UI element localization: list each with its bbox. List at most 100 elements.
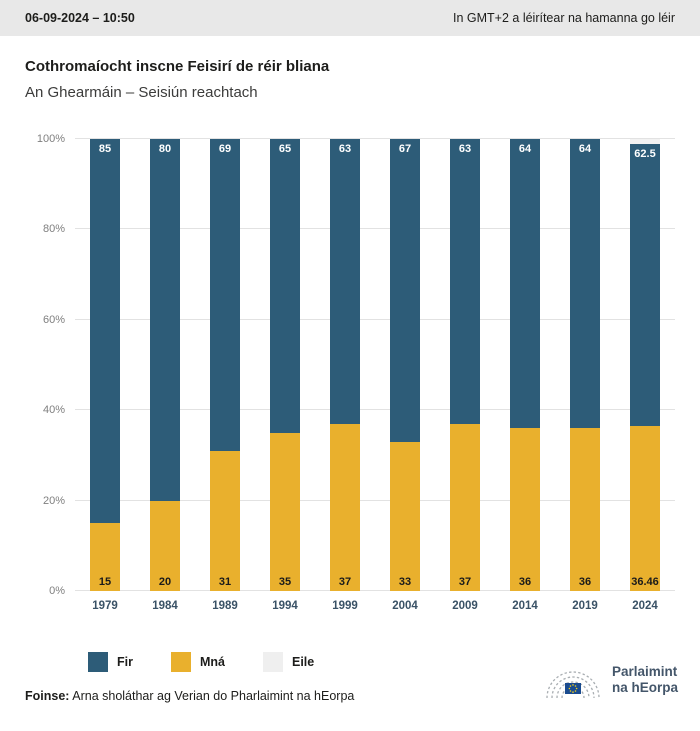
x-axis: 1979 1984 1989 1994 1999 2004 2009 2014 2019 2024 [25,600,675,612]
x-axis-label: 2019 [572,600,598,612]
bar-value-label: 62.5 [634,147,656,160]
source-label: Foinse: [25,689,70,703]
bar-column: 85 15 [75,139,135,591]
bar-value-label: 80 [158,143,172,156]
source-note: Foinse: Arna sholáthar ag Verian do Phar… [25,689,675,703]
x-axis-label: 2024 [632,600,658,612]
ep-logo-line1: Parlaimint [611,664,678,680]
x-axis-label: 2004 [392,600,418,612]
source-text: Arna sholáthar ag Verian do Pharlaimint … [69,689,355,703]
gridline [75,409,675,411]
bar-segment-mna: 36.46 [630,426,660,591]
bar-segment-mna: 37 [330,423,360,591]
bar-segment-mna: 20 [150,500,180,591]
ep-logo-text: Parlaimint na hEorpa [612,664,678,696]
bar-1999: 63 37 [330,139,360,591]
legend-label: Fir [117,655,133,669]
timezone-note: In GMT+2 a léirítear na hamanna go léir [453,11,675,25]
bar-segment-mna: 31 [210,450,240,591]
bar-column: 64 36 [555,139,615,591]
ep-hemicycle-icon [546,671,600,699]
bar-value-label: 67 [398,143,412,156]
datetime: 06-09-2024 – 10:50 [25,11,135,25]
bar-column: 67 33 [375,139,435,591]
bar-2004: 67 33 [390,139,420,591]
bar-value-label: 33 [398,576,412,588]
bar-value-label: 35 [278,576,292,588]
bar-value-label: 15 [98,576,112,588]
y-tick-label: 40% [42,404,65,417]
bar-column: 65 35 [255,139,315,591]
gridline [75,499,675,501]
bar-value-label: 63 [458,143,472,156]
bar-value-label: 64 [578,143,592,156]
bar-segment-fir: 69 [210,139,240,451]
bar-value-label: 31 [218,576,232,588]
plot-area: 85 15 80 20 69 31 65 35 63 37 67 33 63 37 64 36 64 36 62.5… [75,138,675,591]
bar-segment-fir: 67 [390,139,420,442]
bar-1979: 85 15 [90,139,120,591]
chart-grid: 0% 20% 40% 60% 80% 100% 85 15 80 20 69 31 65 35 63 37 6… [25,133,675,597]
x-labels: 1979 1984 1989 1994 1999 2004 2009 2014 2019 2024 [75,600,675,612]
page-subtitle: An Ghearmáin – Seisiún reachtach [25,84,258,101]
bar-1994: 65 35 [270,139,300,591]
legend-item-1: Mná [170,652,225,672]
gridline [75,138,675,139]
bar-segment-fir: 63 [330,139,360,424]
y-tick-label: 0% [49,585,65,597]
bar-value-label: 36.46 [631,576,659,588]
bar-chart: 0% 20% 40% 60% 80% 100% 85 15 80 20 69 31 65 35 63 37 6… [25,133,675,612]
y-tick-label: 20% [42,494,65,507]
bar-1989: 69 31 [210,139,240,591]
bar-segment-fir: 63 [450,139,480,424]
bar-2024: 62.5 36.46 [630,139,660,591]
bar-segment-fir: 85 [90,139,120,524]
y-axis-spacer [25,600,75,612]
bar-segment-eile [630,139,660,144]
bars-row: 85 15 80 20 69 31 65 35 63 37 67 33 63 37 64 36 64 36 62.5… [75,139,675,591]
ep-logo-line2: na hEorpa [611,680,678,695]
x-axis-label: 1989 [212,600,238,612]
y-axis: 0% 20% 40% 60% 80% 100% [25,133,75,597]
bar-column: 69 31 [195,139,255,591]
y-tick-label: 100% [36,133,65,145]
bar-segment-fir: 64 [510,139,540,429]
ep-logo: Parlaimint na hEorpa [542,657,678,703]
bar-2019: 64 36 [570,139,600,591]
bar-value-label: 65 [278,143,292,156]
gridline [75,228,675,230]
chart-legend: Fir Mná Eile [88,652,700,672]
bar-segment-mna: 15 [90,523,120,591]
x-axis-label: 2009 [452,600,478,612]
x-axis-label: 1984 [152,600,178,612]
page-title: Cothromaíocht inscne Feisirí de réir bli… [25,58,330,75]
bar-segment-fir: 62.5 [630,143,660,427]
bar-value-label: 64 [518,143,532,156]
bar-value-label: 36 [518,576,532,588]
bar-segment-fir: 64 [570,139,600,429]
bar-column: 63 37 [315,139,375,591]
bar-2009: 63 37 [450,139,480,591]
bar-segment-mna: 36 [570,428,600,591]
bar-column: 80 20 [135,139,195,591]
bar-value-label: 37 [458,576,472,588]
x-axis-label: 1979 [92,600,118,612]
legend-item-0: Fir [88,652,133,672]
bar-2014: 64 36 [510,139,540,591]
legend-label: Eile [291,655,315,669]
bar-value-label: 63 [338,143,352,156]
legend-swatch [262,652,283,672]
legend-item-2: Eile [262,652,315,672]
bar-value-label: 20 [158,576,172,588]
x-axis-label: 1994 [272,600,298,612]
y-tick-label: 60% [42,313,65,326]
bar-value-label: 69 [218,143,232,156]
bar-value-label: 36 [578,576,592,588]
gridline [75,318,675,320]
bar-segment-mna: 35 [270,432,300,591]
x-axis-label: 1999 [332,600,358,612]
legend-swatch [170,652,191,672]
gridline [75,590,675,591]
y-tick-label: 80% [42,223,65,236]
bar-column: 64 36 [495,139,555,591]
